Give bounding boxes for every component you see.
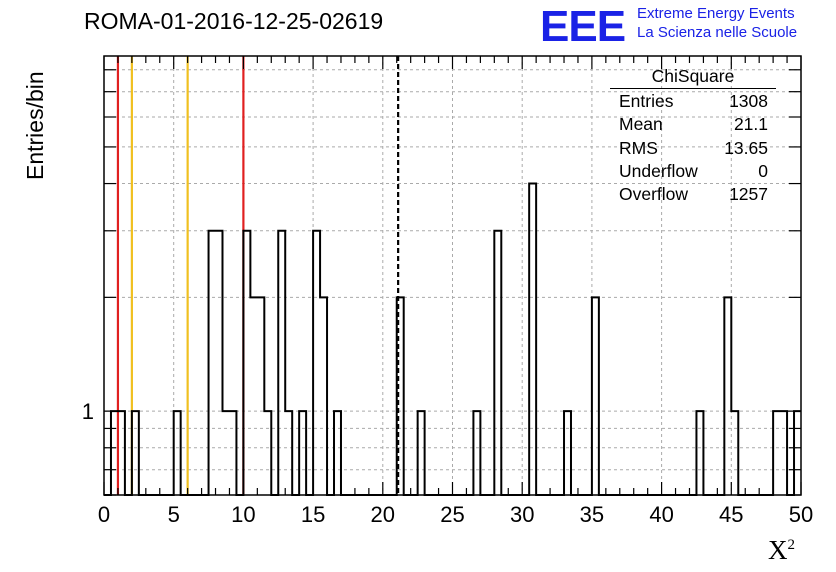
- y-axis-label: Entries/bin: [22, 71, 48, 180]
- x-tick-label: 10: [231, 502, 255, 527]
- x-tick-label: 20: [371, 502, 395, 527]
- x-axis-label: X2: [768, 535, 795, 566]
- stats-label: Mean: [619, 114, 663, 135]
- x-tick-labels: 0 5 10 15 20 25 30 35 40 45 50: [98, 502, 813, 527]
- stats-value: 13.65: [724, 137, 768, 158]
- x-tick-label: 35: [580, 502, 604, 527]
- eee-logo: EEE: [540, 2, 626, 51]
- y-tick-labels: 1: [82, 399, 94, 424]
- x-axis-label-superscript: 2: [787, 537, 796, 553]
- plot-frame: [103, 55, 802, 496]
- eee-logo-text: Extreme Energy Events La Scienza nelle S…: [637, 4, 797, 42]
- grid-lines: [103, 56, 802, 496]
- logo-line-2: La Scienza nelle Scuole: [637, 24, 798, 41]
- stats-row: Overflow 1257: [610, 184, 776, 207]
- x-tick-label: 30: [510, 502, 534, 527]
- stats-box: ChiSquare Entries 1308 Mean 21.1 RMS 13.65 Und…: [610, 66, 776, 207]
- x-tick-label: 45: [719, 502, 743, 527]
- stats-label: Underflow: [619, 160, 698, 181]
- stats-value: 1257: [729, 184, 768, 205]
- x-tick-label: 15: [301, 502, 325, 527]
- x-tick-label: 0: [98, 502, 110, 527]
- stats-row: Entries 1308: [610, 91, 776, 114]
- x-tick-label: 25: [440, 502, 464, 527]
- stats-row: Underflow 0: [610, 161, 776, 184]
- x-tick-label: 40: [649, 502, 673, 527]
- reference-lines: [116, 56, 400, 495]
- stats-value: 21.1: [733, 114, 768, 135]
- stats-title: ChiSquare: [610, 66, 776, 89]
- stats-label: RMS: [619, 137, 658, 158]
- x-axis-label-base: X: [768, 535, 788, 565]
- logo-line-1: Extreme Energy Events: [637, 5, 795, 22]
- stats-rows: Entries 1308 Mean 21.1 RMS 13.65 Underflow 0 Ove…: [610, 91, 776, 207]
- x-tick-label: 50: [789, 502, 813, 527]
- stats-value: 0: [758, 160, 768, 181]
- x-tick-label: 5: [168, 502, 180, 527]
- stats-label: Overflow: [619, 184, 689, 205]
- stats-row: Mean 21.1: [610, 114, 776, 137]
- chart-title: ROMA-01-2016-12-25-02619: [84, 8, 384, 34]
- stats-value: 1308: [729, 91, 768, 111]
- stats-label: Entries: [619, 91, 674, 111]
- stats-row: RMS 13.65: [610, 138, 776, 161]
- y-tick-label: 1: [82, 399, 94, 424]
